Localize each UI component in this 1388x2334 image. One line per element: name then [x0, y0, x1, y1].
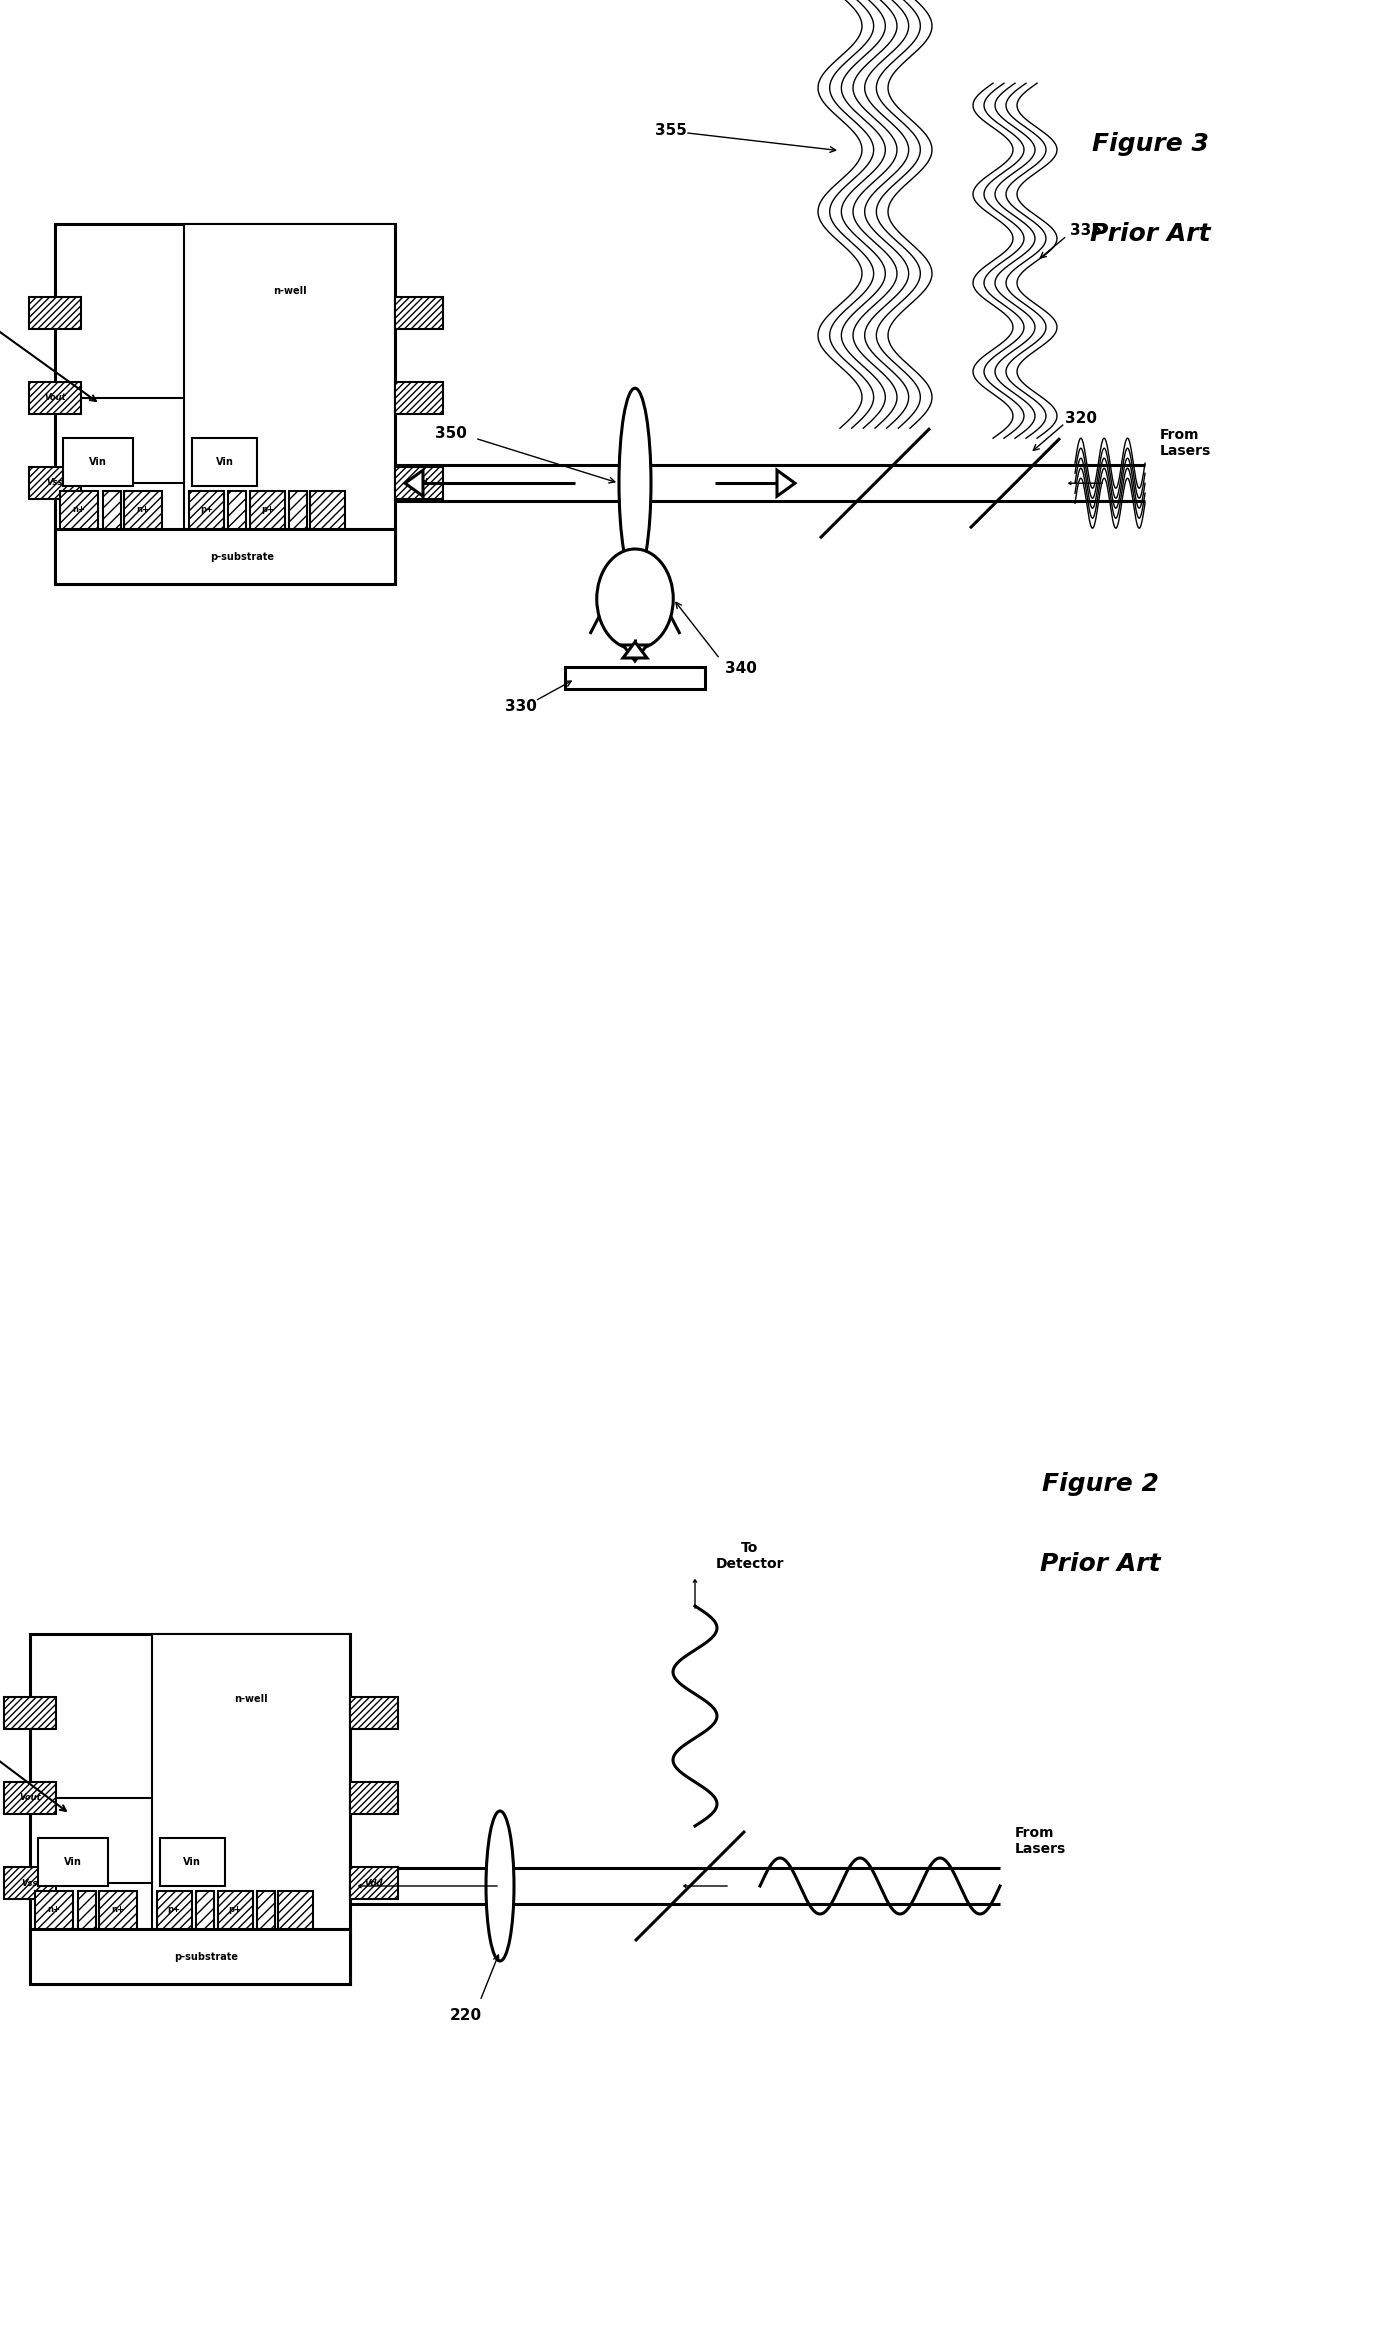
Ellipse shape: [597, 548, 673, 649]
Text: n+: n+: [72, 506, 86, 513]
Bar: [103, 490, 121, 530]
Bar: [257, 1891, 275, 1928]
Text: Vin: Vin: [215, 457, 233, 467]
Text: 355: 355: [655, 124, 687, 138]
Ellipse shape: [486, 1811, 514, 1961]
Bar: [60, 490, 99, 530]
Bar: [250, 490, 285, 530]
Text: p-substrate: p-substrate: [174, 1951, 237, 1961]
Polygon shape: [623, 644, 647, 661]
Bar: [124, 490, 162, 530]
Bar: [396, 467, 443, 499]
Bar: [185, 224, 396, 530]
Bar: [196, 1891, 214, 1928]
Bar: [192, 439, 257, 485]
Polygon shape: [777, 469, 795, 497]
Text: 335: 335: [1070, 224, 1102, 238]
Bar: [151, 1634, 350, 1928]
Text: Vdd: Vdd: [365, 1879, 383, 1888]
Text: To
Detector: To Detector: [716, 1540, 784, 1571]
Bar: [350, 1867, 398, 1900]
Text: p+: p+: [168, 1905, 180, 1914]
Text: n+: n+: [136, 506, 150, 513]
Text: Figure 3: Figure 3: [1091, 133, 1209, 156]
Text: n+: n+: [47, 1905, 61, 1914]
Polygon shape: [623, 642, 647, 658]
Bar: [396, 383, 443, 413]
Text: 350: 350: [434, 425, 466, 441]
Text: n-well: n-well: [235, 1694, 268, 1704]
Bar: [29, 383, 81, 413]
Polygon shape: [405, 469, 423, 497]
Bar: [37, 1837, 108, 1886]
Text: Vss: Vss: [22, 1879, 39, 1888]
Text: p+: p+: [200, 506, 214, 513]
Bar: [99, 1891, 137, 1928]
Bar: [29, 467, 81, 499]
Text: 320: 320: [1065, 411, 1097, 425]
Bar: [289, 490, 307, 530]
Text: n-well: n-well: [273, 287, 307, 296]
Bar: [228, 490, 246, 530]
Bar: [350, 1781, 398, 1814]
Text: Figure 2: Figure 2: [1041, 1473, 1159, 1496]
Bar: [31, 1634, 350, 1984]
Bar: [160, 1837, 225, 1886]
Bar: [565, 668, 705, 689]
Text: From
Lasers: From Lasers: [1015, 1825, 1066, 1856]
Text: p+: p+: [261, 506, 275, 513]
Bar: [56, 224, 396, 584]
Bar: [350, 1697, 398, 1729]
Bar: [78, 1891, 96, 1928]
Text: p-substrate: p-substrate: [210, 551, 273, 562]
Bar: [35, 1891, 74, 1928]
Text: Prior Art: Prior Art: [1040, 1552, 1160, 1575]
Bar: [189, 490, 225, 530]
Bar: [4, 1867, 56, 1900]
Ellipse shape: [619, 387, 651, 579]
Text: 340: 340: [725, 661, 756, 677]
Bar: [310, 490, 346, 530]
Text: Vin: Vin: [183, 1858, 201, 1867]
Text: Vout: Vout: [44, 394, 65, 401]
Bar: [62, 439, 133, 485]
Text: n+: n+: [111, 1905, 125, 1914]
Text: Prior Art: Prior Art: [1090, 222, 1210, 245]
Text: 330: 330: [505, 700, 537, 714]
Bar: [29, 296, 81, 329]
Text: p+: p+: [229, 1905, 242, 1914]
Text: 220: 220: [450, 2010, 482, 2024]
Text: Vout: Vout: [19, 1793, 40, 1802]
Text: Vss: Vss: [47, 478, 64, 488]
Bar: [4, 1697, 56, 1729]
Bar: [4, 1781, 56, 1814]
Bar: [56, 530, 396, 584]
Bar: [396, 296, 443, 329]
Bar: [31, 1928, 350, 1984]
Text: Vdd: Vdd: [409, 478, 429, 488]
Bar: [278, 1891, 312, 1928]
Text: Vin: Vin: [89, 457, 107, 467]
Text: Vin: Vin: [64, 1858, 82, 1867]
Bar: [218, 1891, 253, 1928]
Text: From
Lasers: From Lasers: [1160, 427, 1212, 457]
Bar: [157, 1891, 192, 1928]
